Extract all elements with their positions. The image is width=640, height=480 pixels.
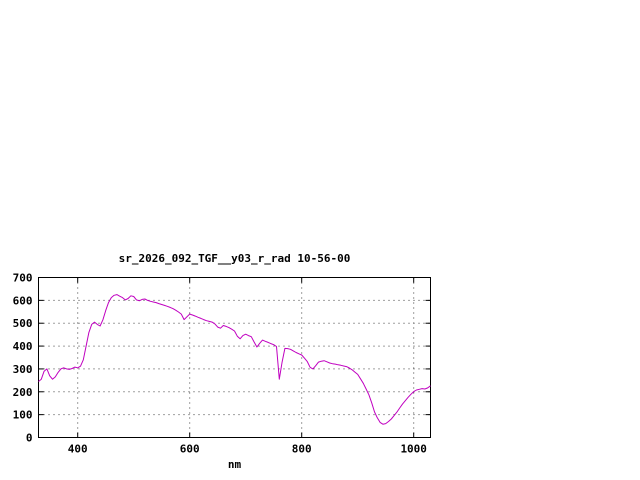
y-tick-label: 400	[13, 340, 33, 353]
x-axis-label: nm	[228, 458, 242, 471]
y-tick-label: 700	[13, 272, 33, 285]
x-tick-label: 400	[68, 443, 88, 456]
y-tick-label: 500	[13, 317, 33, 330]
y-tick-label: 0	[26, 432, 33, 445]
x-tick-label: 800	[292, 443, 312, 456]
y-tick-label: 300	[13, 363, 33, 376]
y-tick-label: 200	[13, 386, 33, 399]
y-tick-label: 600	[13, 294, 33, 307]
x-tick-label: 1000	[400, 443, 427, 456]
series-line	[38, 294, 431, 425]
y-tick-label: 100	[13, 409, 33, 422]
plot-border	[38, 277, 431, 438]
chart-layer: 400 600 800 1000 0 100 200 300 400 500 600 700	[13, 272, 431, 456]
chart-title: sr_2026_092_TGF__y03_r_rad 10-56-00	[119, 252, 351, 265]
x-tick-label: 600	[180, 443, 200, 456]
